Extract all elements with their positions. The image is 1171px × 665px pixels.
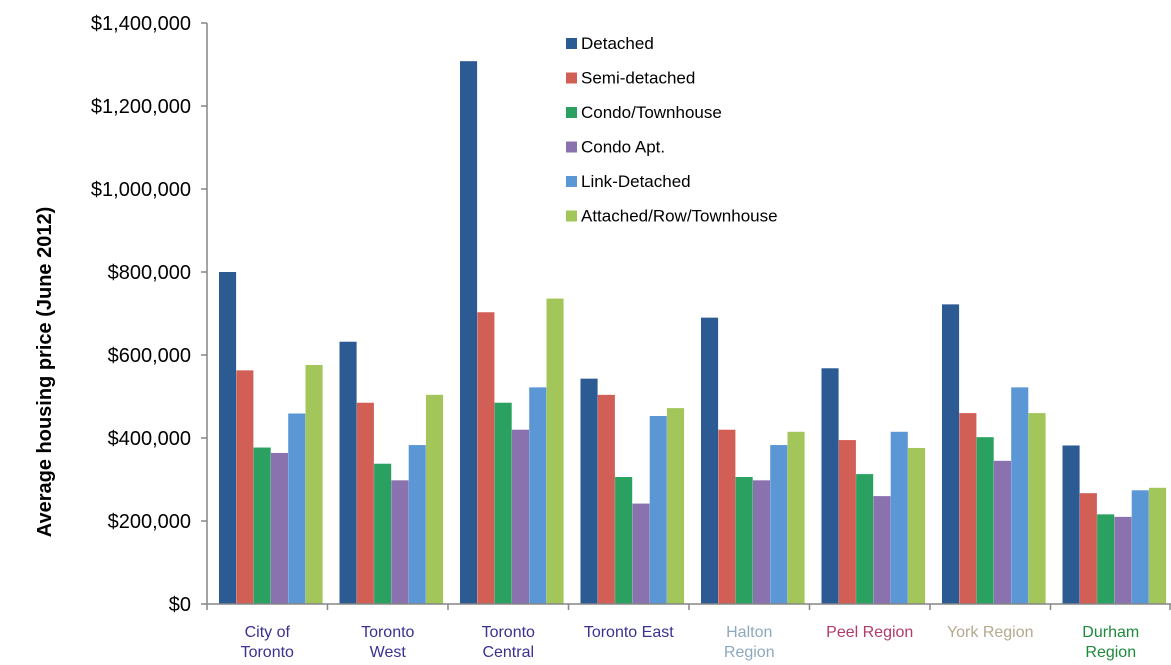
legend: Detached Semi-detached Condo/Townhouse Cond… bbox=[566, 34, 778, 226]
y-tick-label: $1,400,000 bbox=[91, 13, 191, 35]
y-axis-label: Average housing price (June 2012) bbox=[34, 207, 56, 537]
bar bbox=[976, 437, 994, 604]
bar bbox=[908, 447, 926, 604]
bar bbox=[667, 408, 685, 604]
bar bbox=[1011, 387, 1029, 604]
y-tick-label: $600,000 bbox=[108, 345, 191, 367]
bar bbox=[1149, 487, 1167, 604]
legend-swatch bbox=[566, 38, 577, 49]
bar bbox=[356, 402, 374, 604]
bar bbox=[546, 298, 564, 604]
bar bbox=[597, 394, 615, 604]
y-tick-label: $1,000,000 bbox=[91, 179, 191, 201]
bar bbox=[770, 445, 788, 604]
bar bbox=[219, 272, 237, 604]
bar bbox=[408, 445, 426, 604]
bar bbox=[374, 463, 392, 604]
bar bbox=[838, 440, 856, 604]
bar bbox=[993, 460, 1011, 604]
y-axis: $0 $200,000 $400,000 $600,000 $800,000 $1,000… bbox=[91, 13, 208, 616]
x-tick-label: York Region bbox=[947, 624, 1034, 641]
bar bbox=[529, 387, 547, 604]
bar bbox=[735, 477, 753, 604]
legend-swatch bbox=[566, 107, 577, 118]
legend-label: Semi-detached bbox=[581, 69, 695, 88]
bar bbox=[426, 394, 444, 604]
bar bbox=[856, 474, 874, 604]
bar bbox=[649, 416, 667, 604]
bar bbox=[718, 429, 736, 604]
x-axis: City of Toronto Toronto West Toronto Central T… bbox=[206, 603, 1171, 661]
x-tick-label: Region bbox=[724, 644, 775, 661]
bars bbox=[219, 61, 1167, 605]
bar bbox=[821, 368, 839, 604]
legend-swatch bbox=[566, 141, 577, 153]
legend-swatch bbox=[566, 210, 577, 222]
bar bbox=[1131, 490, 1149, 604]
y-tick-label: $200,000 bbox=[108, 511, 191, 533]
bar bbox=[1079, 493, 1097, 604]
x-tick-label: Region bbox=[1085, 644, 1136, 661]
x-tick-label: City of bbox=[245, 624, 291, 641]
x-tick-label: Toronto bbox=[361, 624, 414, 641]
legend-swatch bbox=[566, 72, 577, 84]
legend-label: Attached/Row/Townhouse bbox=[581, 207, 778, 226]
x-tick-label: West bbox=[370, 644, 407, 661]
bar bbox=[752, 480, 770, 604]
legend-label: Condo/Townhouse bbox=[581, 103, 722, 122]
y-tick-label: $400,000 bbox=[108, 428, 191, 450]
x-tick-label: Toronto bbox=[482, 624, 535, 641]
legend-label: Link-Detached bbox=[581, 172, 691, 191]
x-tick-label: Halton bbox=[726, 624, 772, 641]
bar bbox=[494, 402, 512, 604]
x-tick-label: Toronto East bbox=[584, 624, 674, 641]
bar bbox=[339, 341, 357, 604]
y-tick-label: $1,200,000 bbox=[91, 96, 191, 118]
bar bbox=[236, 370, 254, 604]
bar bbox=[942, 304, 960, 604]
x-tick-label: Central bbox=[482, 644, 534, 661]
bar bbox=[460, 61, 478, 605]
bar bbox=[959, 413, 977, 604]
bar bbox=[1062, 445, 1080, 604]
bar bbox=[701, 317, 719, 604]
bar bbox=[391, 480, 409, 604]
bar bbox=[1028, 413, 1046, 604]
bar bbox=[787, 431, 805, 604]
bar bbox=[477, 312, 495, 604]
bar bbox=[288, 413, 306, 604]
bar bbox=[253, 447, 271, 604]
legend-label: Condo Apt. bbox=[581, 138, 665, 157]
bar bbox=[632, 503, 650, 604]
bar bbox=[511, 429, 529, 604]
bar bbox=[1114, 516, 1132, 604]
bar bbox=[1097, 514, 1115, 604]
bar bbox=[615, 477, 633, 604]
x-tick-label: Durham bbox=[1082, 624, 1139, 641]
x-tick-label: Peel Region bbox=[826, 624, 913, 641]
y-tick-label: $0 bbox=[169, 594, 191, 616]
legend-swatch bbox=[566, 176, 577, 187]
bar bbox=[270, 452, 288, 604]
x-tick-label: Toronto bbox=[241, 644, 294, 661]
bar bbox=[873, 496, 891, 604]
bar bbox=[580, 378, 598, 604]
bar bbox=[305, 364, 323, 604]
legend-label: Detached bbox=[581, 34, 654, 53]
bar bbox=[890, 431, 908, 604]
y-tick-label: $800,000 bbox=[108, 262, 191, 284]
